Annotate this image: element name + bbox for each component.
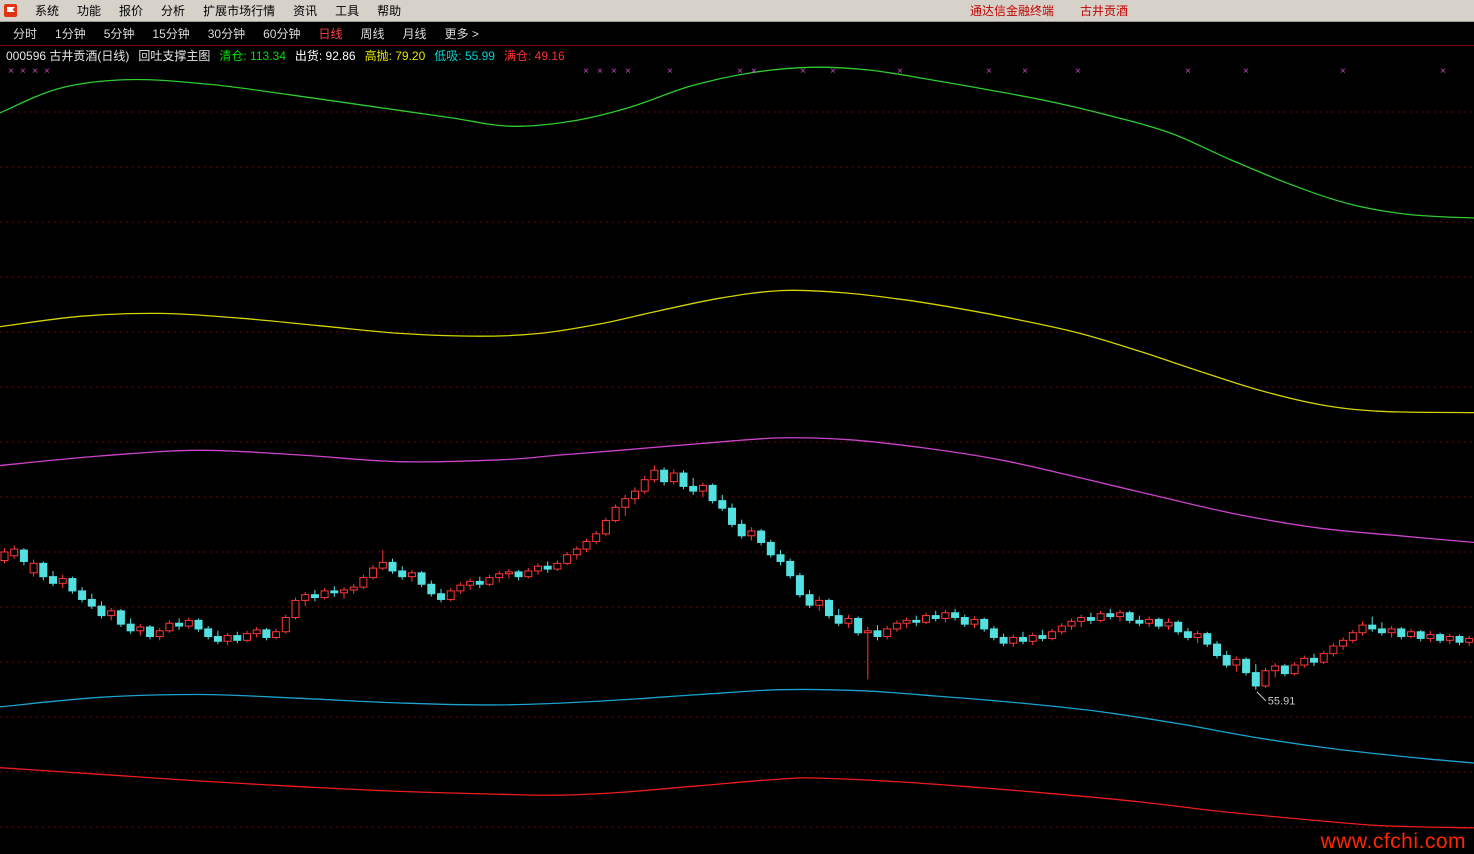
period-tab-9[interactable]: 更多 > — [444, 27, 479, 41]
svg-text:×: × — [32, 66, 38, 77]
svg-text:×: × — [986, 66, 992, 77]
period-tab-6[interactable]: 日线 — [318, 27, 343, 41]
period-tab-4[interactable]: 30分钟 — [207, 27, 246, 41]
main-chart[interactable]: × × × × × × × × × × × × × × × × × × × × × 55.91 www.cfchi.com — [0, 65, 1474, 853]
menu-item-2[interactable]: 报价 — [119, 3, 144, 18]
svg-text:×: × — [830, 66, 836, 77]
current-stock-name: 古井贡酒 — [1079, 4, 1128, 18]
price-annotation: 55.91 — [1256, 691, 1296, 708]
indicator-header-item-6: 满仓: 49.16 — [503, 49, 565, 63]
period-tab-0[interactable]: 分时 — [13, 27, 38, 41]
candlestick-chart[interactable]: × × × × × × × × × × × × × × × × × × × × × 55.91 — [0, 65, 1474, 853]
svg-text:×: × — [1440, 66, 1446, 77]
svg-text:×: × — [597, 66, 603, 77]
indicator-line-高抛 — [0, 437, 1474, 544]
menu-bar-right: 通达信金融终端 古井贡酒 — [970, 2, 1474, 19]
indicator-lines — [0, 66, 1474, 829]
menu-items: 系统 功能 报价 分析 扩展市场行情 资讯 工具 帮助 — [26, 0, 410, 22]
indicator-line-出货 — [0, 289, 1474, 414]
menu-item-1[interactable]: 功能 — [77, 3, 102, 18]
menu-item-3[interactable]: 分析 — [161, 3, 186, 18]
svg-text:×: × — [800, 66, 806, 77]
svg-text:×: × — [625, 66, 631, 77]
signal-marks: × × × × × × × × × × × × × × × × × × × × × — [8, 66, 1446, 77]
menu-item-6[interactable]: 工具 — [335, 3, 360, 18]
period-tab-1[interactable]: 1分钟 — [55, 27, 86, 41]
svg-text:×: × — [583, 66, 589, 77]
indicator-header-item-4: 高抛: 79.20 — [364, 49, 426, 63]
indicator-header-item-1: 回吐支撑主图 — [138, 49, 211, 63]
watermark: www.cfchi.com — [1320, 830, 1466, 853]
svg-text:×: × — [20, 66, 26, 77]
indicator-line-低吸 — [0, 688, 1474, 764]
indicator-header-item-5: 低吸: 55.99 — [434, 49, 495, 63]
indicator-line-满仓 — [0, 767, 1474, 829]
indicator-line-清仓 — [0, 66, 1474, 219]
indicator-header-item-0: 000596 古井贡酒(日线) — [6, 49, 130, 63]
svg-text:×: × — [751, 66, 757, 77]
svg-text:×: × — [1185, 66, 1191, 77]
period-tab-3[interactable]: 15分钟 — [152, 27, 190, 41]
indicator-header-item-2: 清仓: 113.34 — [219, 49, 286, 63]
menu-bar: 系统 功能 报价 分析 扩展市场行情 资讯 工具 帮助 通达信金融终端 古井贡酒 — [0, 0, 1474, 22]
menu-item-4[interactable]: 扩展市场行情 — [203, 3, 276, 18]
svg-text:×: × — [44, 66, 50, 77]
svg-text:×: × — [897, 66, 903, 77]
svg-text:×: × — [1243, 66, 1249, 77]
grid-lines — [0, 111, 1474, 828]
candles — [0, 465, 1474, 690]
indicator-header: 000596 古井贡酒(日线) 回吐支撑主图 清仓: 113.34 出货: 92.86… — [0, 46, 1474, 65]
period-tab-2[interactable]: 5分钟 — [103, 27, 135, 41]
indicator-header-item-3: 出货: 92.86 — [294, 49, 356, 63]
svg-text:×: × — [737, 66, 743, 77]
period-toolbar: 分时 1分钟 5分钟 15分钟 30分钟 60分钟 日线 周线 月线 更多 > — [0, 22, 1474, 46]
app-logo-icon — [4, 3, 19, 18]
svg-text:×: × — [1340, 66, 1346, 77]
menu-item-5[interactable]: 资讯 — [293, 3, 318, 18]
period-tab-5[interactable]: 60分钟 — [263, 27, 301, 41]
period-tab-8[interactable]: 月线 — [402, 27, 427, 41]
terminal-title: 通达信金融终端 — [969, 4, 1054, 18]
svg-text:×: × — [8, 66, 14, 77]
svg-text:55.91: 55.91 — [1268, 696, 1296, 708]
period-tab-7[interactable]: 周线 — [360, 27, 385, 41]
svg-text:×: × — [667, 66, 673, 77]
menu-item-0[interactable]: 系统 — [35, 3, 60, 18]
svg-text:×: × — [1022, 66, 1028, 77]
svg-text:×: × — [611, 66, 617, 77]
menu-item-7[interactable]: 帮助 — [377, 3, 402, 18]
svg-text:×: × — [1075, 66, 1081, 77]
